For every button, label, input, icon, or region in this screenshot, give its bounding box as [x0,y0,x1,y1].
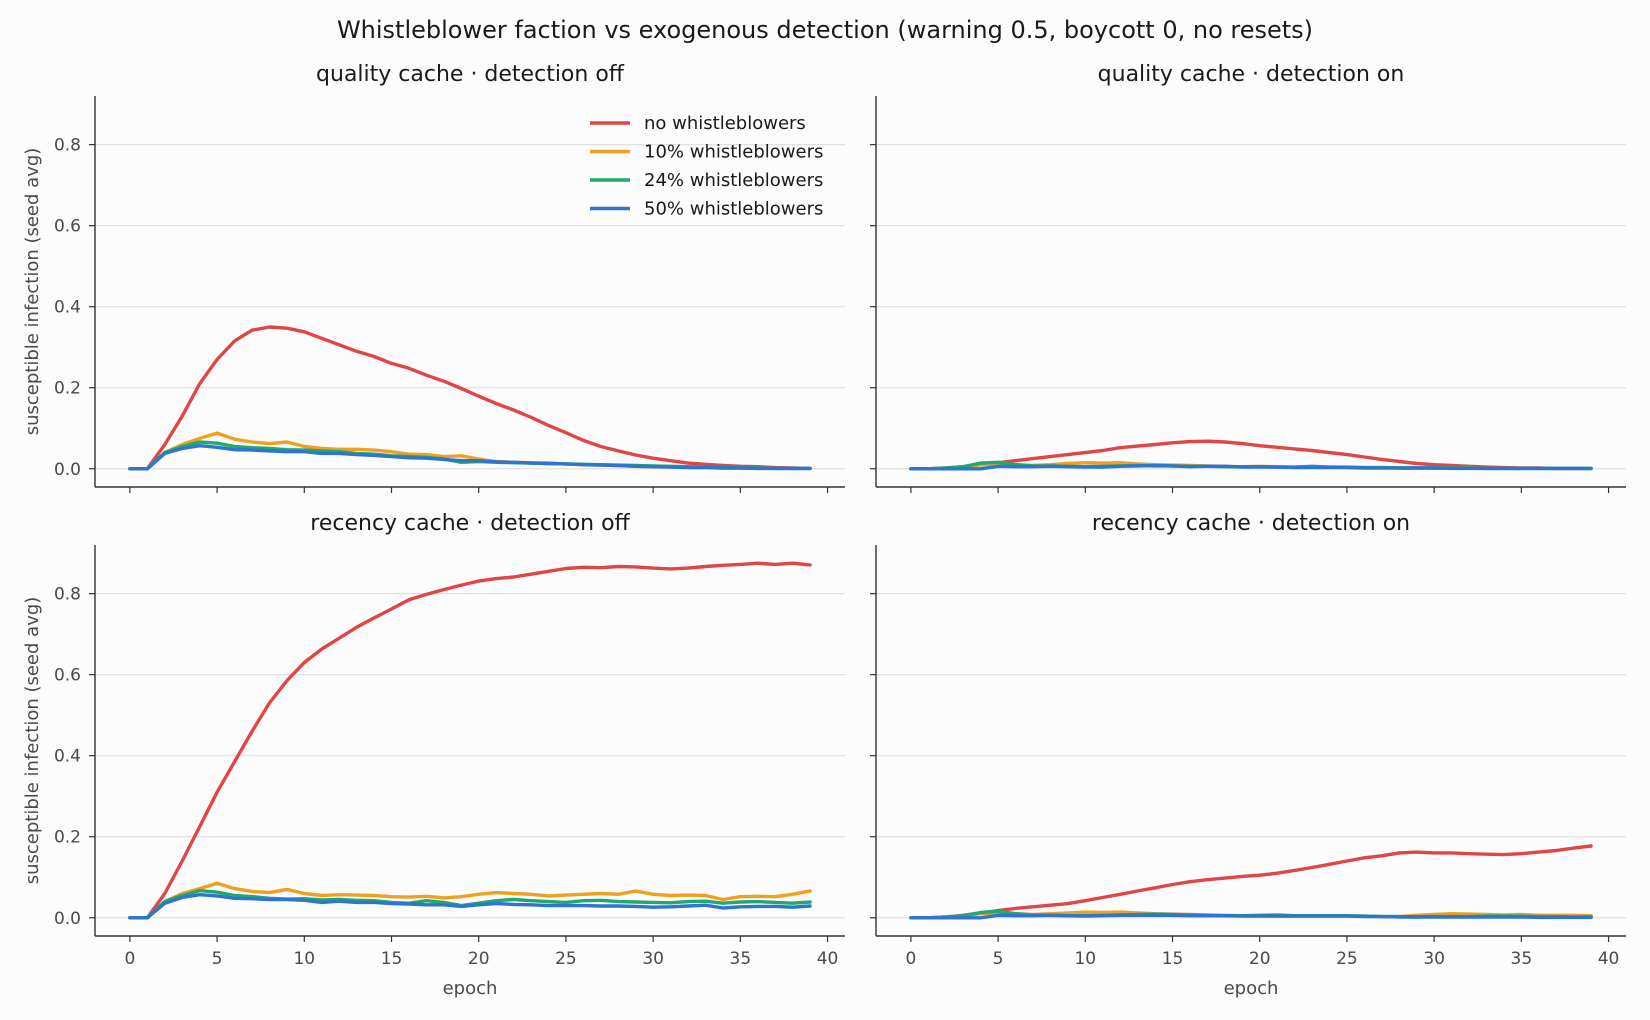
x-tick-label: 35 [1511,949,1533,969]
y-axis-label: susceptible infection (seed avg) [22,597,43,885]
y-tick-label: 0.2 [54,379,81,399]
panel-title: recency cache · detection off [310,511,630,536]
y-tick-label: 0.8 [54,585,81,605]
x-axis-label: epoch [443,978,498,999]
series-line [128,881,812,920]
x-tick-label: 5 [993,949,1004,969]
panel-1: 0.0 0.2 0.4 0.6 0.8 quality cache · detection… [22,62,845,493]
x-tick-label: 20 [468,949,490,969]
y-tick-label: 0.6 [54,217,81,237]
y-tick-label: 0.6 [54,666,81,686]
panel-title: quality cache · detection on [1098,62,1405,87]
x-tick-label: 0 [124,949,135,969]
x-tick-label: 20 [1249,949,1271,969]
series-line [909,913,1593,920]
y-tick-label: 0.0 [54,909,81,929]
x-tick-label: 15 [381,949,403,969]
x-tick-label: 30 [1423,949,1445,969]
x-tick-label: 35 [730,949,752,969]
x-tick-label: 15 [1162,949,1184,969]
x-tick-label: 10 [293,949,315,969]
series-line [128,444,812,471]
y-tick-label: 0.8 [54,136,81,156]
panel-title: recency cache · detection on [1092,511,1410,536]
panel-3: 0.0 0.2 0.4 0.6 0.8 0 5 10 15 20 25 30 35 40 recency c… [22,511,845,999]
x-tick-label: 10 [1074,949,1096,969]
legend-label: no whistleblowers [644,113,806,134]
figure-title: Whistleblower faction vs exogenous detec… [337,16,1313,44]
panel-4: 0 5 10 15 20 25 30 35 40 recency cache · detectio… [870,511,1626,999]
series-line [128,561,812,920]
y-tick-label: 0.4 [54,747,81,767]
series-line [128,325,812,471]
y-tick-label: 0.0 [54,460,81,480]
panel-title: quality cache · detection off [316,62,625,87]
x-tick-label: 5 [212,949,223,969]
x-tick-label: 25 [555,949,577,969]
x-axis-label: epoch [1224,978,1279,999]
x-tick-label: 40 [817,949,839,969]
x-tick-label: 25 [1336,949,1358,969]
y-tick-label: 0.2 [54,828,81,848]
y-tick-label: 0.4 [54,298,81,318]
series-line [128,893,812,920]
legend: no whistleblowers 10% whistleblowers 24% w… [590,113,823,220]
legend-label: 24% whistleblowers [644,170,823,191]
x-tick-label: 0 [905,949,916,969]
legend-label: 50% whistleblowers [644,199,823,220]
legend-label: 10% whistleblowers [644,142,823,163]
y-axis-label: susceptible infection (seed avg) [22,148,43,436]
series-line [909,463,1593,471]
x-tick-label: 30 [642,949,664,969]
series-line [909,844,1593,920]
x-tick-label: 40 [1598,949,1620,969]
panel-2: quality cache · detection on [870,62,1626,493]
